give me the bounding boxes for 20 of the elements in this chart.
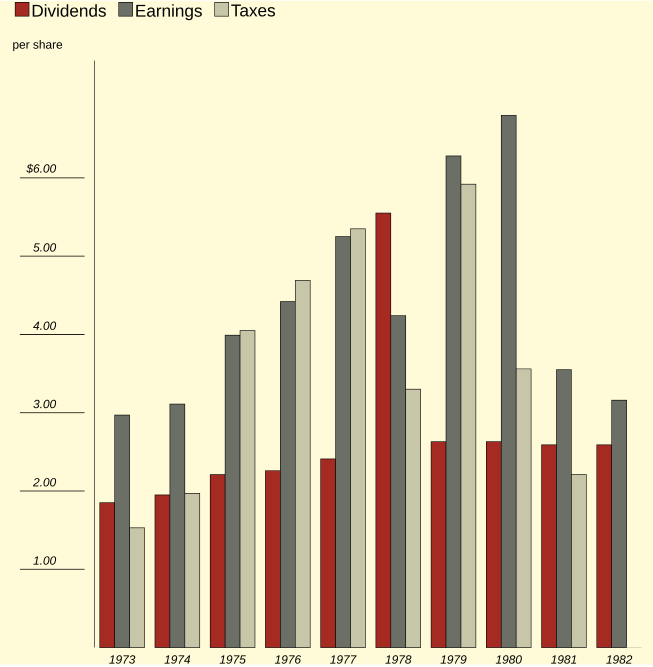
y-tick-label: 1.00 — [33, 556, 56, 565]
y-tick-label: 5.00 — [33, 243, 56, 252]
x-tick-label: 1975 — [220, 655, 246, 664]
x-tick-label: 1981 — [551, 655, 576, 664]
x-tick-label: 1977 — [330, 655, 357, 664]
y-tick-label: $6.00 — [26, 164, 56, 174]
x-tick-label: 1982 — [606, 655, 632, 664]
x-tick-label: 1976 — [275, 655, 302, 664]
legend-label: Earnings — [136, 4, 202, 20]
x-tick-label: 1979 — [440, 655, 467, 664]
x-tick-label: 1974 — [164, 655, 190, 664]
y-tick-label: 3.00 — [33, 400, 56, 408]
x-tick-label: 1978 — [385, 655, 412, 664]
x-tick-label: 1973 — [109, 655, 136, 664]
y-tick-label: 2.00 — [33, 478, 56, 486]
x-tick-label: 1980 — [496, 655, 522, 664]
legend-label: Taxes — [231, 4, 276, 17]
legend-label: Dividends — [32, 4, 106, 17]
y-axis-title: per share — [13, 40, 62, 52]
y-tick-label: 4.00 — [33, 322, 56, 330]
